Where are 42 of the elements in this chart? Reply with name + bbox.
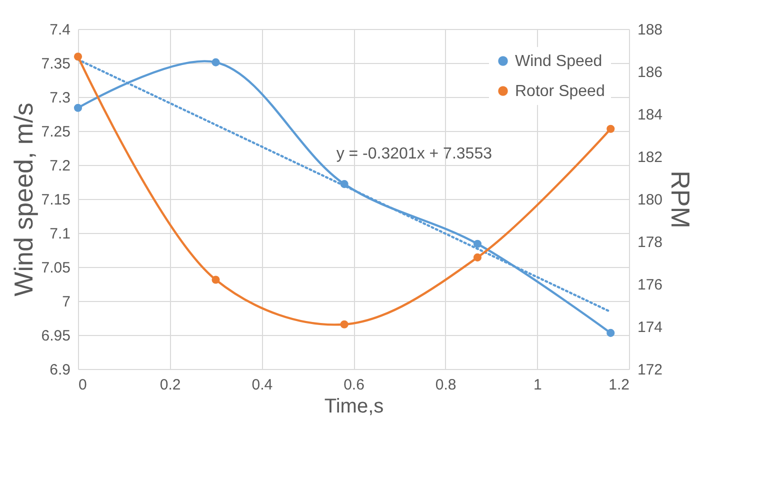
y-axis-title: Wind speed, m/s bbox=[8, 102, 38, 296]
y-tick-label: 7.05 bbox=[41, 260, 70, 276]
legend-label: Rotor Speed bbox=[515, 83, 605, 100]
point bbox=[74, 52, 82, 61]
y-tick-label: 7.4 bbox=[50, 22, 70, 38]
point bbox=[212, 58, 220, 66]
point bbox=[212, 276, 220, 284]
point bbox=[473, 253, 482, 262]
point bbox=[340, 320, 348, 328]
y-tick-label: 7.1 bbox=[50, 226, 70, 242]
x-tick-label: 1 bbox=[533, 376, 542, 394]
legend-label: Wind Speed bbox=[515, 53, 602, 70]
y2-tick-label: 178 bbox=[638, 234, 663, 251]
y2-tick-label: 188 bbox=[638, 22, 663, 38]
y-tick-label: 7.15 bbox=[41, 192, 70, 208]
x-axis-title: Time,s bbox=[324, 396, 384, 418]
y2-tick-label: 172 bbox=[638, 362, 663, 378]
y2-tick-label: 182 bbox=[638, 149, 663, 166]
y-tick-label: 6.9 bbox=[50, 362, 70, 378]
y2-tick-label: 180 bbox=[638, 192, 663, 208]
y2-tick-label: 174 bbox=[638, 319, 663, 336]
x-tick-label: 0 bbox=[78, 376, 87, 394]
annotation: y = -0.3201x + 7.3553 bbox=[336, 146, 492, 163]
y-tick-label: 7 bbox=[62, 294, 70, 310]
x-tick-label: 1.2 bbox=[608, 376, 630, 394]
y-tick-label: 7.2 bbox=[50, 158, 70, 174]
point bbox=[473, 240, 482, 248]
y2-tick-label: 186 bbox=[638, 64, 663, 81]
point bbox=[606, 328, 615, 337]
y-tick-label: 6.95 bbox=[41, 328, 70, 344]
point bbox=[606, 124, 615, 133]
y-tick-label: 7.3 bbox=[50, 90, 70, 106]
x-tick-label: 0.6 bbox=[344, 376, 364, 394]
x-tick-label: 0.4 bbox=[252, 376, 273, 394]
y2-tick-label: 184 bbox=[638, 106, 663, 124]
y-tick-label: 7.35 bbox=[41, 56, 70, 72]
point bbox=[74, 104, 82, 112]
x-tick-label: 0.8 bbox=[435, 376, 456, 394]
y2-axis-title: RPM bbox=[666, 170, 696, 228]
x-tick-label: 0.2 bbox=[160, 376, 181, 394]
y2-tick-label: 176 bbox=[638, 276, 663, 294]
y-tick-label: 7.25 bbox=[41, 124, 70, 140]
